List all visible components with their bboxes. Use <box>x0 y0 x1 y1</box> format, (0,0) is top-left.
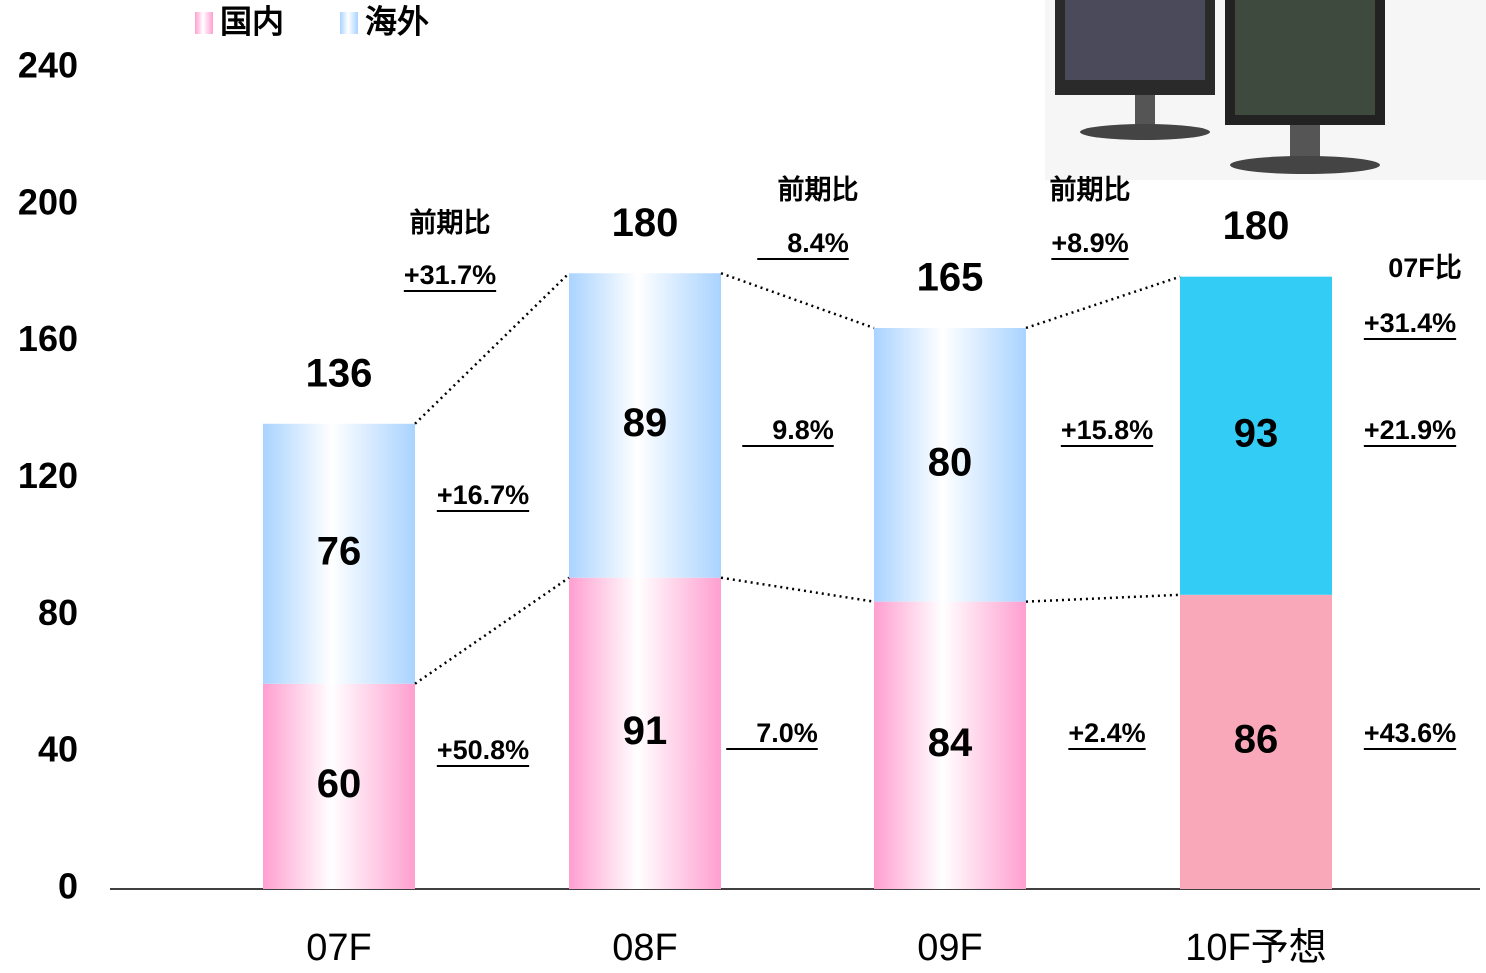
value-label: 91 <box>623 709 668 753</box>
value-label: 60 <box>317 762 362 806</box>
connector <box>1025 593 1181 603</box>
comparison-value: +2.4% <box>1068 718 1145 748</box>
comparison-value: +50.8% <box>437 735 529 765</box>
y-tick-label: 200 <box>18 181 78 222</box>
legend-label: 海外 <box>365 3 429 39</box>
value-label: 84 <box>928 721 973 765</box>
comparison-value: +31.7% <box>404 260 496 290</box>
comparison-header: 前期比 <box>410 207 491 238</box>
y-tick-label: 160 <box>18 318 78 359</box>
connector <box>414 576 570 685</box>
x-tick-label: 10F予想 <box>1185 927 1326 969</box>
comparison-value: +31.4% <box>1364 308 1456 338</box>
x-tick-label: 07F <box>306 927 371 969</box>
value-label: 76 <box>317 529 362 573</box>
product-photo <box>1045 0 1486 180</box>
total-label: 136 <box>306 351 373 395</box>
y-tick-label: 0 <box>58 866 78 907</box>
total-label: 165 <box>917 256 984 300</box>
connector <box>414 272 570 425</box>
comparison-value: +15.8% <box>1061 415 1153 445</box>
comparison-value: 8.4% <box>787 228 849 258</box>
comparison-value: +16.7% <box>437 480 529 510</box>
value-label: 89 <box>623 401 668 445</box>
comparison-value: +8.9% <box>1051 228 1128 258</box>
comparison-header: 07F比 <box>1388 253 1462 283</box>
y-tick-label: 240 <box>18 45 78 86</box>
legend-swatch <box>195 12 213 34</box>
value-label: 80 <box>928 440 973 484</box>
comparison-value: +43.6% <box>1364 718 1456 748</box>
comparison-value: 7.0% <box>756 718 818 748</box>
bar-segment <box>1180 594 1332 889</box>
total-label: 180 <box>612 201 679 245</box>
bar-segment <box>263 683 415 889</box>
bar-segment <box>874 601 1026 889</box>
value-label: 93 <box>1234 411 1279 455</box>
bar-segment <box>874 327 1026 602</box>
connector <box>1025 275 1181 330</box>
y-tick-label: 120 <box>18 455 78 496</box>
connector <box>720 272 875 330</box>
x-tick-label: 08F <box>612 927 677 969</box>
y-tick-label: 80 <box>38 592 78 633</box>
bar-segment <box>569 273 721 578</box>
legend-swatch <box>340 12 358 34</box>
comparison-header: 前期比 <box>778 174 859 205</box>
bar-segment <box>263 423 415 684</box>
y-tick-label: 40 <box>38 729 78 770</box>
bar-segment <box>1180 276 1332 595</box>
comparison-value: +21.9% <box>1364 415 1456 445</box>
x-tick-label: 09F <box>917 927 982 969</box>
value-label: 86 <box>1234 717 1279 761</box>
legend-label: 国内 <box>220 3 284 39</box>
total-label: 180 <box>1223 204 1290 248</box>
comparison-value: 9.8% <box>772 415 834 445</box>
bar-segment <box>569 577 721 889</box>
connector <box>720 576 875 603</box>
comparison-header: 前期比 <box>1050 174 1131 205</box>
